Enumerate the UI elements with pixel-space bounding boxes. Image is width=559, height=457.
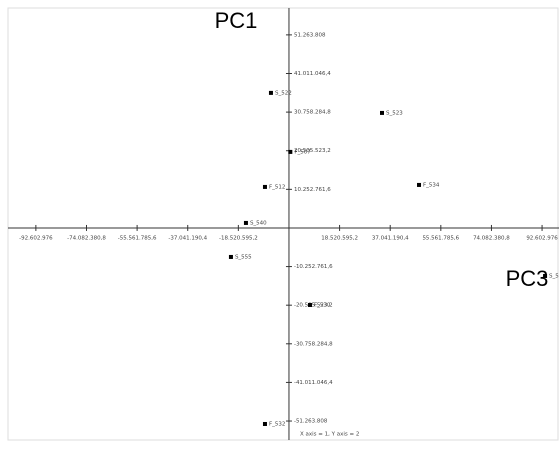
- plot-frame: [7, 7, 559, 441]
- x-tick-label: 18.520.595,2: [321, 235, 358, 241]
- x-tick-label: 55.561.785,6: [422, 235, 459, 241]
- y-tick-label: -41.011.046,4: [294, 380, 333, 386]
- point-label: F_532: [269, 421, 285, 427]
- y-tick-label: -20.505.523,2: [294, 303, 333, 309]
- y-tick-label: 41.011.046,4: [294, 71, 331, 77]
- point-label: S_540: [250, 220, 267, 226]
- point-label: S_5: [549, 273, 559, 279]
- point: [543, 273, 548, 278]
- x-tick-label: -55.561.785,6: [118, 235, 157, 241]
- point-label: S_555: [235, 254, 252, 260]
- point: [417, 182, 422, 187]
- x-tick-label: 74.082.380,8: [473, 235, 510, 241]
- point: [307, 302, 312, 307]
- y-tick-label: 10.252.761,6: [294, 187, 331, 193]
- point: [288, 149, 293, 154]
- point-label: F_534: [423, 182, 440, 188]
- y-tick-label: 51.263.808: [294, 32, 326, 38]
- y-tick-label: 30.758.284,8: [294, 110, 331, 116]
- point: [268, 90, 273, 95]
- point: [380, 110, 385, 115]
- axis-annotation: PC1: [215, 8, 258, 33]
- x-tick-label: -18.520.595,2: [219, 235, 258, 241]
- point-label: F_512: [269, 184, 285, 190]
- point: [243, 220, 248, 225]
- y-tick-label: -10.252.761,6: [294, 264, 333, 270]
- point-label: S_522: [275, 90, 292, 96]
- y-tick-label: -51.263.808: [294, 419, 328, 425]
- x-tick-label: -74.082.380,8: [67, 235, 106, 241]
- x-tick-label: 37.041.190,4: [372, 235, 409, 241]
- y-tick-label: 20.505.523,2: [294, 148, 331, 154]
- point: [228, 254, 233, 259]
- point: [262, 184, 267, 189]
- x-tick-label: -37.041.190,4: [168, 235, 207, 241]
- point-label: S_523: [386, 110, 403, 116]
- point-label: F_507: [294, 149, 311, 155]
- point-label: F_530: [314, 302, 331, 308]
- point: [262, 421, 267, 426]
- x-tick-label: -92.602.976: [19, 235, 53, 241]
- x-tick-label: 92.602.976: [526, 235, 558, 241]
- footnote: X axis = 1, Y axis = 2: [300, 432, 359, 438]
- y-tick-label: -30.758.284,8: [294, 341, 333, 347]
- axis-annotation: PC3: [506, 266, 549, 291]
